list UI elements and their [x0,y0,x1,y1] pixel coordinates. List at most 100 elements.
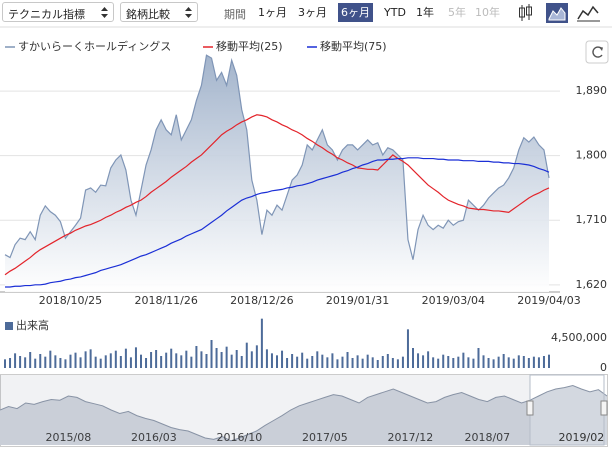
volume-bar [165,352,168,368]
volume-bar [150,352,153,368]
volume-bar [437,358,440,368]
period-button[interactable]: 1年 [416,6,434,19]
price-line [4,54,550,260]
volume-bar [210,340,213,368]
volume-bar [64,359,67,368]
period-button[interactable]: 3ヶ月 [298,6,327,19]
volume-bar [401,356,404,368]
volume-bar [94,356,97,368]
volume-bar [522,356,525,368]
volume-bar [99,358,102,368]
volume-bar [145,358,148,368]
volume-bar [542,356,545,368]
volume-bar [331,353,334,368]
volume-bar [14,353,17,368]
volume-bar [467,357,470,368]
volume-bar [502,354,505,368]
volume-bar [59,358,62,368]
volume-bar [487,358,490,368]
compare-dropdown[interactable]: 銘柄比較 [120,2,198,22]
volume-bar [19,356,22,368]
dropdown-icon [101,7,108,18]
volume-bar [235,350,238,368]
volume-bar [175,353,178,368]
navigator-handle[interactable] [600,400,608,416]
volume-bar [4,359,6,368]
navigator-label: 2019/02 [559,431,605,444]
moving-average-line [4,114,550,276]
volume-bar [9,358,12,368]
area-icon[interactable] [546,3,568,23]
legend-swatch [5,322,13,330]
volume-bar [220,352,223,368]
volume-bar [507,357,510,368]
volume-bar [109,353,112,368]
volume-bar [336,359,339,368]
volume-bar [205,354,208,368]
navigator-label: 2016/03 [131,431,177,444]
volume-bar [457,356,460,368]
volume-bar [69,354,72,368]
volume-bar [472,358,475,368]
moving-average-line [5,157,550,288]
volume-bar [517,355,520,368]
volume-bar [250,351,253,368]
volume-bar [447,356,450,368]
volume-bar [49,350,52,368]
volume-bar [84,351,87,368]
x-tick-label: 2018/12/26 [230,294,293,307]
volume-bar [391,358,394,368]
volume-bar [296,356,299,368]
volume-bar [422,355,425,368]
navigator-label: 2017/05 [302,431,348,444]
volume-bar [351,358,354,368]
price-area [5,55,549,292]
volume-bar [346,352,349,368]
volume-bar [74,352,77,368]
compare-label: 銘柄比較 [126,8,170,21]
navigator-handle[interactable] [526,400,534,416]
volume-bar [356,355,359,368]
x-tick-label: 2019/03/04 [422,294,485,307]
volume-bar [311,356,314,368]
navigator-label: 2016/10 [217,431,263,444]
panel-title: 出来高 [16,318,49,332]
volume-bar [321,354,324,368]
period-button: 5年 [448,6,466,19]
volume-bar [44,356,47,368]
volume-bar [301,352,304,368]
volume-bar [326,357,329,368]
volume-bar [291,354,294,368]
volume-bar [286,358,289,368]
dropdown-icon [185,7,192,18]
volume-bar [89,349,92,368]
volume-bar [376,360,379,368]
line-icon[interactable] [577,5,600,22]
volume-bar [477,348,480,368]
period-label: 期間 [224,8,246,21]
volume-bar [134,347,137,368]
volume-bar [492,359,495,368]
volume-bar [155,350,158,368]
volume-bar [341,356,344,368]
volume-bar [265,349,268,368]
volume-bar [512,358,515,368]
technical-dropdown[interactable]: テクニカル指標 [2,2,114,22]
volume-bar [432,357,435,368]
navigator-line [0,384,608,442]
candlestick-icon[interactable] [519,4,532,21]
period-button[interactable]: YTD [384,6,406,19]
volume-bar [270,353,273,368]
volume-bar [129,357,132,368]
volume-bar [230,354,233,368]
volume-bar [225,346,228,368]
volume-bar [527,358,530,368]
volume-bar [406,329,409,368]
volume-bar [482,355,485,368]
technical-label: テクニカル指標 [8,8,85,21]
volume-bar [276,355,278,368]
period-button[interactable]: 1ヶ月 [258,6,287,19]
refresh-button[interactable] [585,40,609,64]
period-button[interactable]: 6ヶ月 [338,3,373,22]
